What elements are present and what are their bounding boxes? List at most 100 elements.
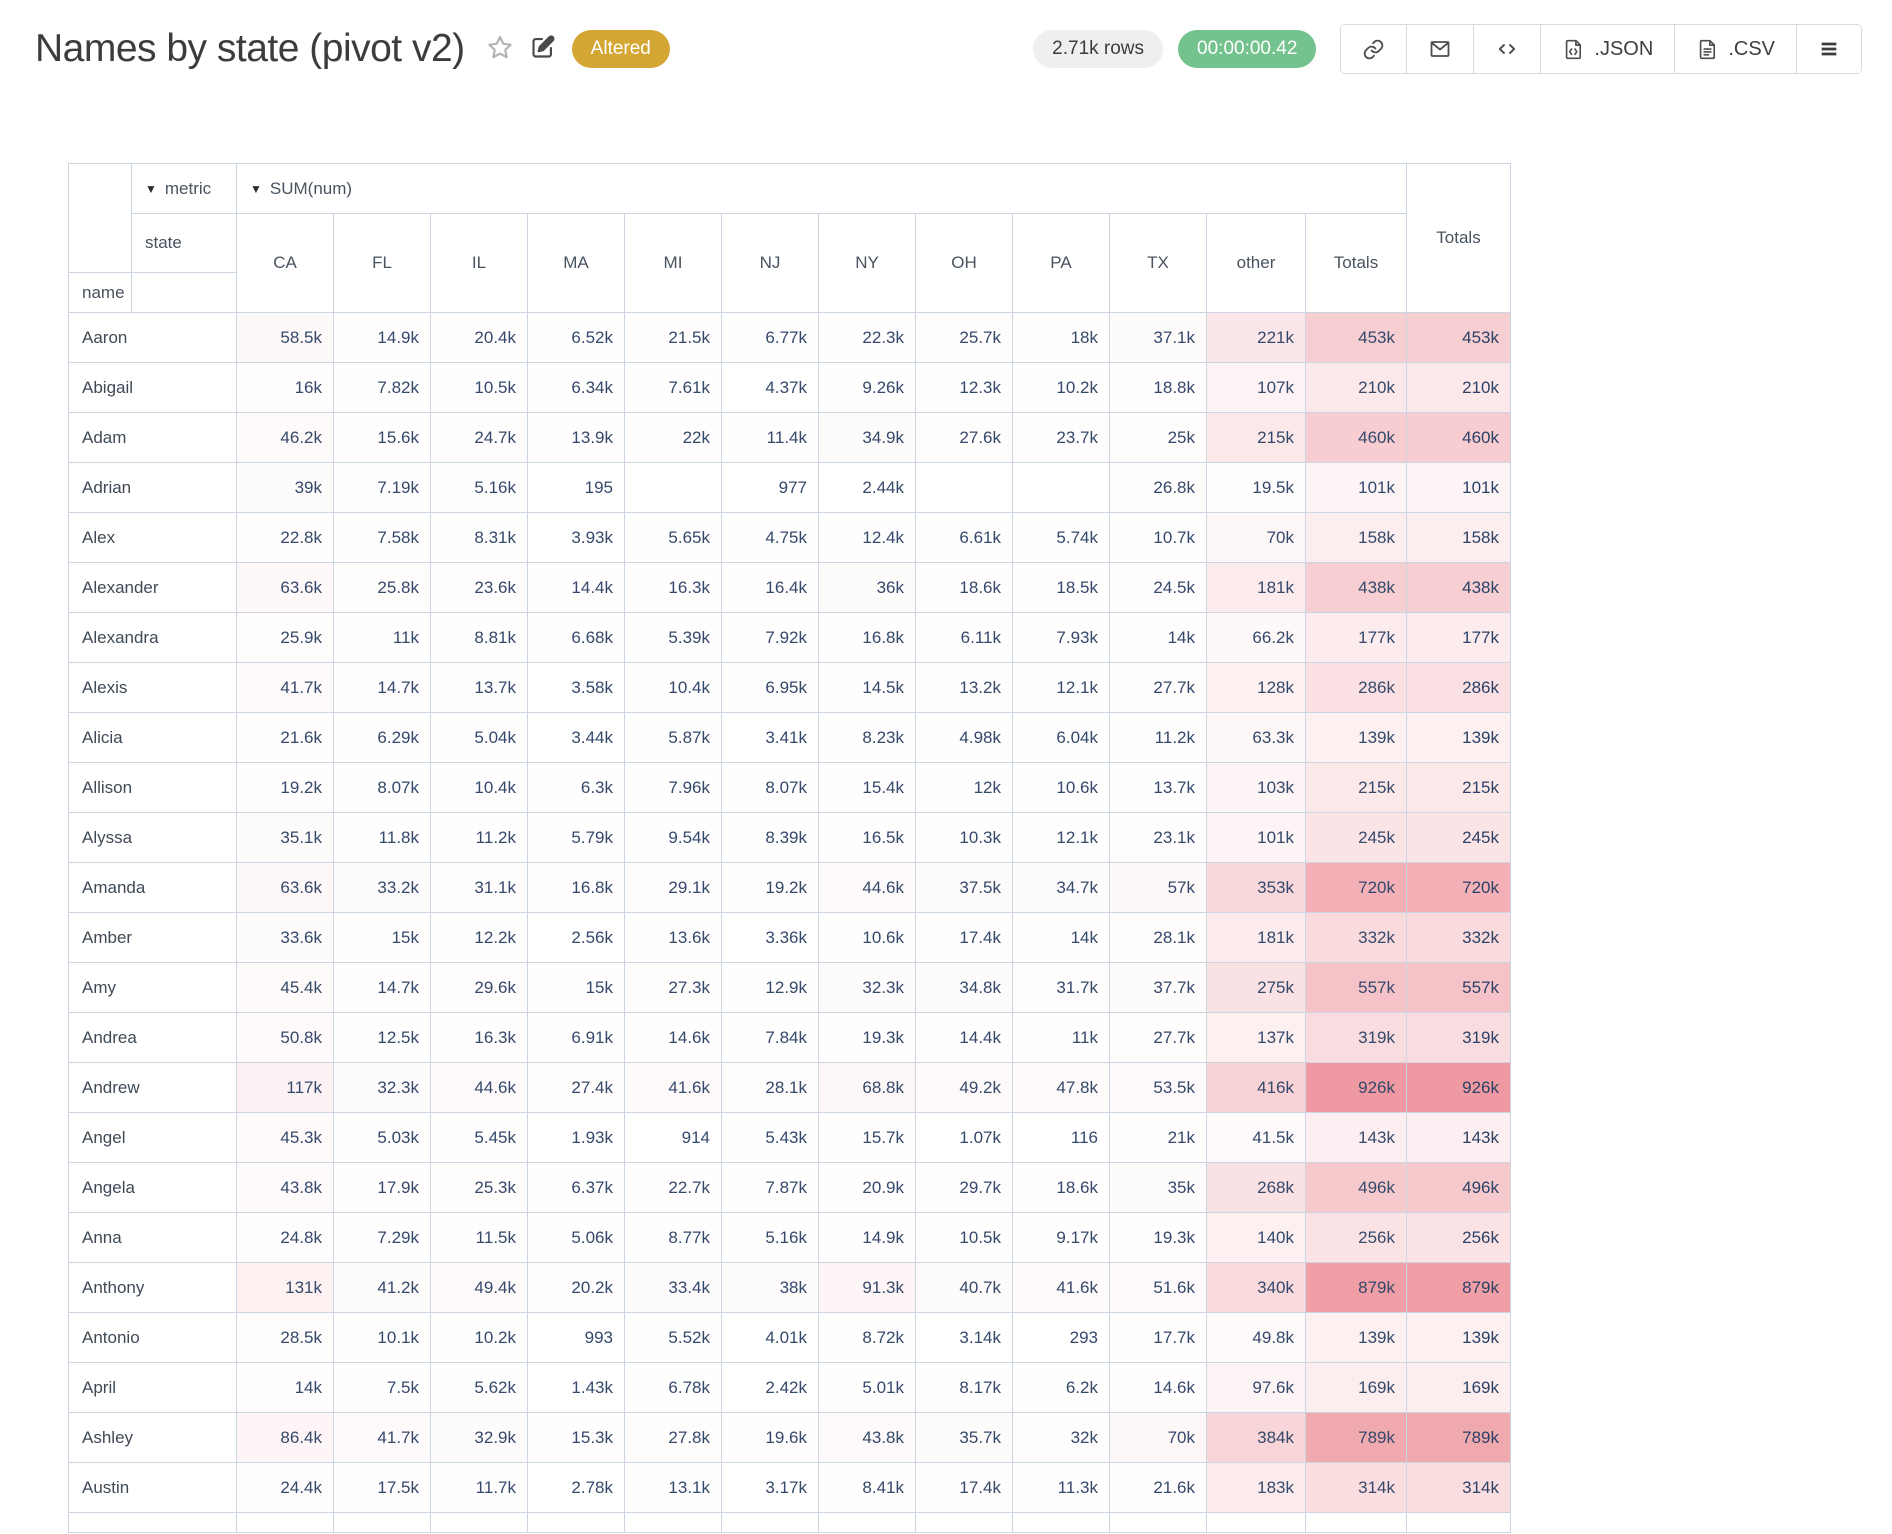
aggregate-dropdown[interactable]: ▼ SUM(num) bbox=[236, 163, 1407, 214]
column-header-mi: MI bbox=[624, 213, 722, 313]
pivot-value-cell: 5.79k bbox=[527, 812, 625, 863]
pivot-value-cell: 2.42k bbox=[721, 1362, 819, 1413]
row-dimension-label: name bbox=[68, 272, 132, 313]
export-csv-button[interactable]: .CSV bbox=[1674, 25, 1796, 73]
pivot-value-cell: 12.2k bbox=[430, 912, 528, 963]
pivot-value-cell: 28.1k bbox=[721, 1062, 819, 1113]
pivot-value-cell: 13.6k bbox=[624, 912, 722, 963]
pivot-value-cell: 117k bbox=[236, 1062, 334, 1113]
dropdown-arrow-icon: ▼ bbox=[250, 181, 262, 196]
row-name-cell: Alicia bbox=[68, 712, 237, 763]
pivot-value-cell: 14.9k bbox=[333, 312, 431, 363]
pivot-value-cell: 12k bbox=[915, 762, 1013, 813]
pivot-value-cell: 29.7k bbox=[915, 1162, 1013, 1213]
pivot-value-cell: 438k bbox=[1305, 562, 1407, 613]
pivot-value-cell: 914 bbox=[624, 1112, 722, 1163]
pivot-row-aaron: Aaron 58.5k 14.9k 20.4k 6.52k 21.5k 6.77k 22.3k… bbox=[68, 312, 1511, 363]
pivot-value-cell: 17.5k bbox=[333, 1462, 431, 1513]
pivot-value-cell: 2.44k bbox=[818, 462, 916, 513]
pivot-value-cell: 17.4k bbox=[915, 912, 1013, 963]
pivot-value-cell: 8.41k bbox=[818, 1462, 916, 1513]
pivot-value-cell: 286k bbox=[1305, 662, 1407, 713]
pivot-value-cell: 34.9k bbox=[818, 412, 916, 463]
more-menu-button[interactable] bbox=[1796, 25, 1861, 73]
pivot-value-cell: 21k bbox=[1109, 1112, 1207, 1163]
pivot-row-andrea: Andrea 50.8k 12.5k 16.3k 6.91k 14.6k 7.84k 19.3… bbox=[68, 1012, 1511, 1063]
metric-dropdown-label: metric bbox=[164, 178, 212, 198]
pivot-row-ashley: Ashley 86.4k 41.7k 32.9k 15.3k 27.8k 19.6k 43.8… bbox=[68, 1412, 1511, 1463]
pivot-value-cell: 6.77k bbox=[721, 312, 819, 363]
pivot-value-cell: 11.2k bbox=[1109, 712, 1207, 763]
export-json-button[interactable]: .JSON bbox=[1540, 25, 1675, 73]
pivot-value-cell: 116 bbox=[1012, 1112, 1110, 1163]
pivot-value-cell: 25.3k bbox=[430, 1162, 528, 1213]
pivot-row-alexander: Alexander 63.6k 25.8k 23.6k 14.4k 16.3k 16.4k 3… bbox=[68, 562, 1511, 613]
pivot-value-cell: 9.17k bbox=[1012, 1212, 1110, 1263]
pivot-value-cell: 340k bbox=[1206, 1262, 1306, 1313]
row-grand-total-cell: 143k bbox=[1406, 1112, 1511, 1163]
favorite-star-button[interactable] bbox=[485, 33, 515, 66]
pivot-value-cell: 15.6k bbox=[333, 412, 431, 463]
pivot-value-cell: 24.8k bbox=[236, 1212, 334, 1263]
pivot-value-cell: 5.16k bbox=[721, 1212, 819, 1263]
metric-dropdown[interactable]: ▼ metric bbox=[131, 163, 237, 214]
pivot-value-cell: 384k bbox=[1206, 1412, 1306, 1463]
row-grand-total-cell: 319k bbox=[1406, 1012, 1511, 1063]
pivot-value-cell: 32.9k bbox=[430, 1412, 528, 1463]
csv-file-icon bbox=[1696, 38, 1719, 61]
pivot-value-cell: 6.2k bbox=[1012, 1362, 1110, 1413]
email-icon bbox=[1428, 37, 1452, 61]
pivot-value-cell: 6.68k bbox=[527, 612, 625, 663]
pivot-value-cell bbox=[818, 1512, 916, 1533]
pivot-value-cell: 6.11k bbox=[915, 612, 1013, 663]
pivot-value-cell: 18.6k bbox=[915, 562, 1013, 613]
pivot-value-cell: 25.8k bbox=[333, 562, 431, 613]
column-header-pa: PA bbox=[1012, 213, 1110, 313]
pivot-value-cell: 41.5k bbox=[1206, 1112, 1306, 1163]
email-report-button[interactable] bbox=[1406, 25, 1474, 73]
pivot-value-cell: 16.8k bbox=[527, 862, 625, 913]
pivot-value-cell: 3.58k bbox=[527, 662, 625, 713]
pivot-value-cell: 63.6k bbox=[236, 562, 334, 613]
pivot-value-cell: 22.8k bbox=[236, 512, 334, 563]
pivot-value-cell: 5.52k bbox=[624, 1312, 722, 1363]
copy-link-button[interactable] bbox=[1341, 25, 1407, 73]
pivot-row-alexis: Alexis 41.7k 14.7k 13.7k 3.58k 10.4k 6.95k 14.5… bbox=[68, 662, 1511, 713]
pivot-value-cell: 40.7k bbox=[915, 1262, 1013, 1313]
row-grand-total-cell: 332k bbox=[1406, 912, 1511, 963]
pivot-value-cell bbox=[915, 462, 1013, 513]
pivot-value-cell: 8.17k bbox=[915, 1362, 1013, 1413]
pivot-value-cell: 28.5k bbox=[236, 1312, 334, 1363]
pivot-value-cell: 101k bbox=[1206, 812, 1306, 863]
pivot-value-cell: 19.2k bbox=[721, 862, 819, 913]
pivot-value-cell: 23.1k bbox=[1109, 812, 1207, 863]
column-header-il: IL bbox=[430, 213, 528, 313]
pivot-value-cell: 11k bbox=[333, 612, 431, 663]
edit-title-button[interactable] bbox=[529, 34, 556, 64]
row-name-cell: Alyssa bbox=[68, 812, 237, 863]
pivot-value-cell: 35.7k bbox=[915, 1412, 1013, 1463]
pivot-value-cell: 3.41k bbox=[721, 712, 819, 763]
page-title: Names by state (pivot v2) bbox=[35, 27, 465, 70]
pivot-value-cell: 6.29k bbox=[333, 712, 431, 763]
pivot-row-anna: Anna 24.8k 7.29k 11.5k 5.06k 8.77k 5.16k 14.9k 1… bbox=[68, 1212, 1511, 1263]
pivot-value-cell: 27.7k bbox=[1109, 1012, 1207, 1063]
pivot-value-cell: 9.26k bbox=[818, 362, 916, 413]
row-grand-total-cell: 158k bbox=[1406, 512, 1511, 563]
column-header-fl: FL bbox=[333, 213, 431, 313]
pivot-value-cell: 19.3k bbox=[1109, 1212, 1207, 1263]
pivot-value-cell: 29.1k bbox=[624, 862, 722, 913]
corner-blank-cell bbox=[68, 163, 132, 273]
pivot-value-cell: 68.8k bbox=[818, 1062, 916, 1113]
pivot-value-cell: 10.6k bbox=[1012, 762, 1110, 813]
pivot-table: ▼ metric ▼ SUM(num) Totals state CA FL IL MA M… bbox=[68, 163, 1511, 1533]
pivot-value-cell: 27.8k bbox=[624, 1412, 722, 1463]
pivot-value-cell: 97.6k bbox=[1206, 1362, 1306, 1413]
pivot-value-cell: 20.2k bbox=[527, 1262, 625, 1313]
execution-timer-badge: 00:00:00.42 bbox=[1178, 30, 1317, 68]
pivot-value-cell bbox=[1406, 1512, 1511, 1533]
pivot-value-cell bbox=[624, 462, 722, 513]
row-grand-total-cell: 177k bbox=[1406, 612, 1511, 663]
embed-code-button[interactable] bbox=[1473, 25, 1541, 73]
